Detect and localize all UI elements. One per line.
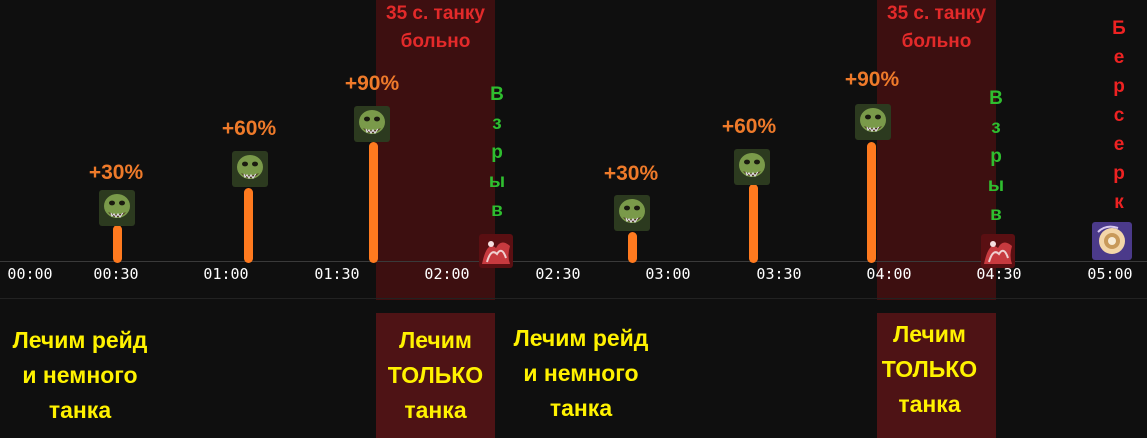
stack-bar xyxy=(749,184,758,263)
danger-zone-2 xyxy=(877,0,996,300)
danger-zone-1-lower xyxy=(376,313,495,438)
ghoul-icon xyxy=(354,106,390,142)
explosion-icon xyxy=(479,234,513,268)
tick-label: 03:00 xyxy=(645,265,691,283)
danger-zone-1 xyxy=(376,0,495,300)
stack-bar xyxy=(369,142,378,263)
explosion-icon xyxy=(981,234,1015,268)
tick-label: 01:00 xyxy=(203,265,249,283)
raid-phase-label-1: Лечим рейд и немного танка xyxy=(12,327,148,423)
stack-label: +60% xyxy=(221,117,277,140)
tick-label: 02:30 xyxy=(535,265,581,283)
tick-label: 01:30 xyxy=(314,265,360,283)
stack-label: +90% xyxy=(344,72,400,95)
stack-label: +60% xyxy=(721,115,777,138)
tick-label: 00:30 xyxy=(93,265,139,283)
tank-phase-label-1: Лечим ТОЛЬКО танка xyxy=(387,327,484,423)
stack-bar xyxy=(867,142,876,263)
stack-label: +30% xyxy=(603,162,659,185)
tick-label: 04:30 xyxy=(976,265,1022,283)
ghoul-icon xyxy=(232,151,268,187)
explosion-label: В з р ы в xyxy=(488,84,506,221)
ghoul-icon xyxy=(99,190,135,226)
timeline-lower-rule xyxy=(0,298,1147,299)
raid-phase-label-2: Лечим рейд и немного танка xyxy=(513,325,649,421)
berserk-label: Б е р с е р к xyxy=(1112,18,1126,213)
tick-label: 04:00 xyxy=(866,265,912,283)
timeline-axis xyxy=(0,261,1147,262)
stack-label: +30% xyxy=(88,161,144,184)
tick-label: 05:00 xyxy=(1087,265,1133,283)
ghoul-icon xyxy=(614,195,650,231)
danger-label-2: 35 с. танку больно xyxy=(887,3,986,52)
stack-bar xyxy=(244,188,253,263)
ghoul-icon xyxy=(734,149,770,185)
tick-label: 00:00 xyxy=(7,265,53,283)
danger-zone-2-lower xyxy=(877,313,996,438)
danger-label-1: 35 с. танку больно xyxy=(386,3,485,52)
berserk-icon xyxy=(1092,222,1132,260)
tank-phase-label-2: Лечим ТОЛЬКО танка xyxy=(881,321,978,417)
stack-bar xyxy=(113,225,122,263)
tick-label: 03:30 xyxy=(756,265,802,283)
explosion-label: В з р ы в xyxy=(987,88,1005,225)
stack-bar xyxy=(628,232,637,263)
stack-label: +90% xyxy=(844,68,900,91)
tick-label: 02:00 xyxy=(424,265,470,283)
ghoul-icon xyxy=(855,104,891,140)
